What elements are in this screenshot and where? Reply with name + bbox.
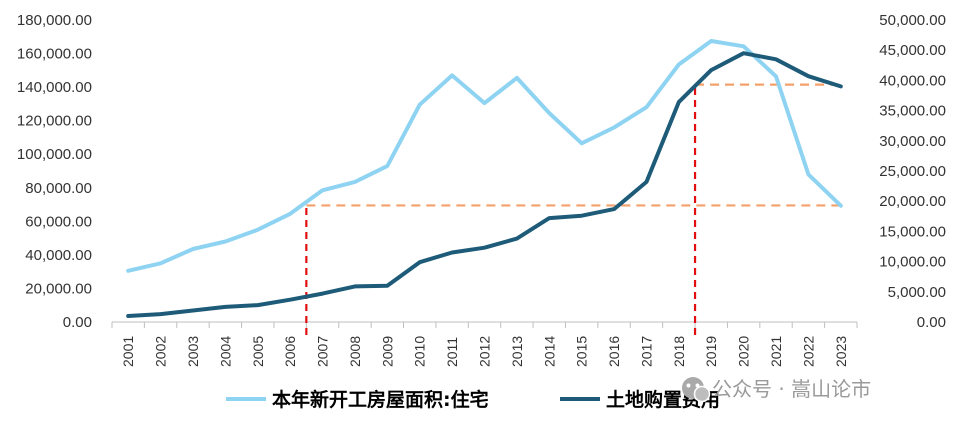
left-tick-label: 0.00 (63, 314, 92, 331)
left-axis-ticks: 0.00 20,000.00 40,000.00 60,000.00 80,000.00… (17, 12, 92, 331)
left-tick-label: 80,000.00 (25, 180, 92, 197)
watermark-text: 公众号 · 嵩山论市 (712, 377, 871, 401)
x-axis-ticks (111, 322, 858, 328)
right-tick-label: 20,000.00 (879, 193, 946, 210)
left-tick-label: 180,000.00 (17, 12, 92, 29)
x-tick-label: 2015 (574, 336, 590, 367)
legend-label-series-1: 本年新开工房屋面积:住宅 (272, 388, 489, 411)
x-tick-label: 2010 (412, 336, 428, 367)
right-axis-ticks: 0.00 5,000.00 10,000.00 15,000.00 20,000.00 2… (879, 12, 946, 331)
x-tick-label: 2019 (703, 336, 719, 367)
right-tick-label: 0.00 (917, 314, 946, 331)
left-tick-label: 140,000.00 (17, 79, 92, 96)
right-tick-label: 15,000.00 (879, 223, 946, 240)
right-tick-label: 5,000.00 (888, 284, 946, 301)
x-tick-label: 2007 (315, 336, 331, 367)
x-tick-label: 2021 (768, 336, 784, 367)
right-tick-label: 10,000.00 (879, 254, 946, 271)
right-tick-label: 45,000.00 (879, 42, 946, 59)
x-tick-label: 2020 (736, 336, 752, 367)
x-tick-label: 2004 (217, 336, 233, 367)
x-tick-label: 2023 (833, 336, 849, 367)
series-line-2 (126, 51, 843, 318)
x-tick-label: 2012 (477, 336, 493, 367)
x-tick-label: 2006 (282, 336, 298, 367)
x-tick-label: 2022 (800, 336, 816, 367)
reference-lines (305, 83, 841, 335)
left-tick-label: 120,000.00 (17, 113, 92, 130)
x-tick-label: 2003 (185, 336, 201, 367)
left-tick-label: 40,000.00 (25, 247, 92, 264)
x-tick-label: 2005 (250, 336, 266, 367)
x-axis-labels: 2001 2002 2003 2004 2005 2006 2007 2008 2009 2010… (120, 336, 849, 367)
x-tick-label: 2018 (671, 336, 687, 367)
x-tick-label: 2002 (153, 336, 169, 367)
wechat-icon (682, 377, 711, 403)
x-tick-label: 2001 (120, 336, 136, 367)
right-tick-label: 50,000.00 (879, 12, 946, 29)
right-tick-label: 35,000.00 (879, 103, 946, 120)
x-tick-label: 2008 (347, 336, 363, 367)
x-tick-label: 2009 (379, 336, 395, 367)
left-tick-label: 20,000.00 (25, 280, 92, 297)
x-tick-label: 2016 (606, 336, 622, 367)
watermark: 公众号 · 嵩山论市 (682, 377, 871, 403)
series-line-1 (126, 39, 843, 273)
right-tick-label: 25,000.00 (879, 163, 946, 180)
x-tick-label: 2013 (509, 336, 525, 367)
left-tick-label: 60,000.00 (25, 213, 92, 230)
series-lines (126, 39, 843, 318)
x-tick-label: 2011 (444, 337, 460, 367)
legend: 本年新开工房屋面积:住宅 土地购置费用 (226, 388, 720, 411)
left-tick-label: 160,000.00 (17, 46, 92, 63)
x-tick-label: 2014 (541, 336, 557, 367)
right-tick-label: 30,000.00 (879, 133, 946, 150)
left-tick-label: 100,000.00 (17, 146, 92, 163)
x-tick-label: 2017 (638, 336, 654, 367)
right-tick-label: 40,000.00 (879, 72, 946, 89)
